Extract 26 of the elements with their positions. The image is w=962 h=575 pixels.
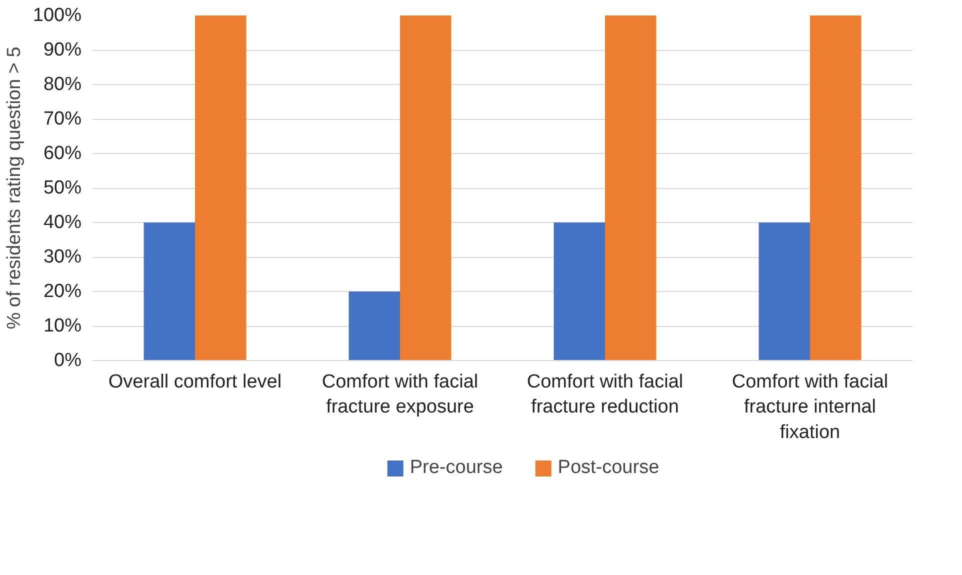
y-tick-label: 10% bbox=[43, 316, 82, 336]
bar bbox=[605, 16, 656, 360]
y-tick-label: 60% bbox=[43, 143, 82, 164]
x-tick-label: Comfort with facial fracture exposure bbox=[322, 372, 478, 418]
y-axis-title: % of residents rating question > 5 bbox=[4, 46, 25, 330]
bar bbox=[348, 292, 400, 360]
bar bbox=[144, 222, 195, 360]
bar bbox=[758, 222, 810, 360]
y-tick-label: 100% bbox=[32, 5, 82, 26]
bar bbox=[554, 222, 605, 360]
y-tick-label: 30% bbox=[43, 246, 82, 268]
y-tick-label: 20% bbox=[43, 281, 82, 302]
x-tick-label: Comfort with facial fracture reduction bbox=[526, 372, 684, 418]
bar bbox=[195, 16, 246, 360]
y-tick-label: 50% bbox=[43, 178, 82, 198]
y-tick-label: 0% bbox=[54, 350, 82, 371]
y-tick-label: 80% bbox=[43, 74, 82, 95]
y-tick-label: 70% bbox=[43, 108, 82, 130]
legend-label: Post-course bbox=[558, 456, 660, 478]
y-tick-label: 90% bbox=[43, 40, 82, 60]
bar bbox=[810, 16, 862, 360]
x-tick-label: Comfort with facial fracture internal fixation bbox=[732, 372, 888, 443]
bar bbox=[400, 16, 452, 360]
y-tick-label: 40% bbox=[43, 212, 82, 233]
legend-label: Pre-course bbox=[410, 456, 503, 478]
x-tick-label: Overall comfort level bbox=[108, 372, 282, 392]
